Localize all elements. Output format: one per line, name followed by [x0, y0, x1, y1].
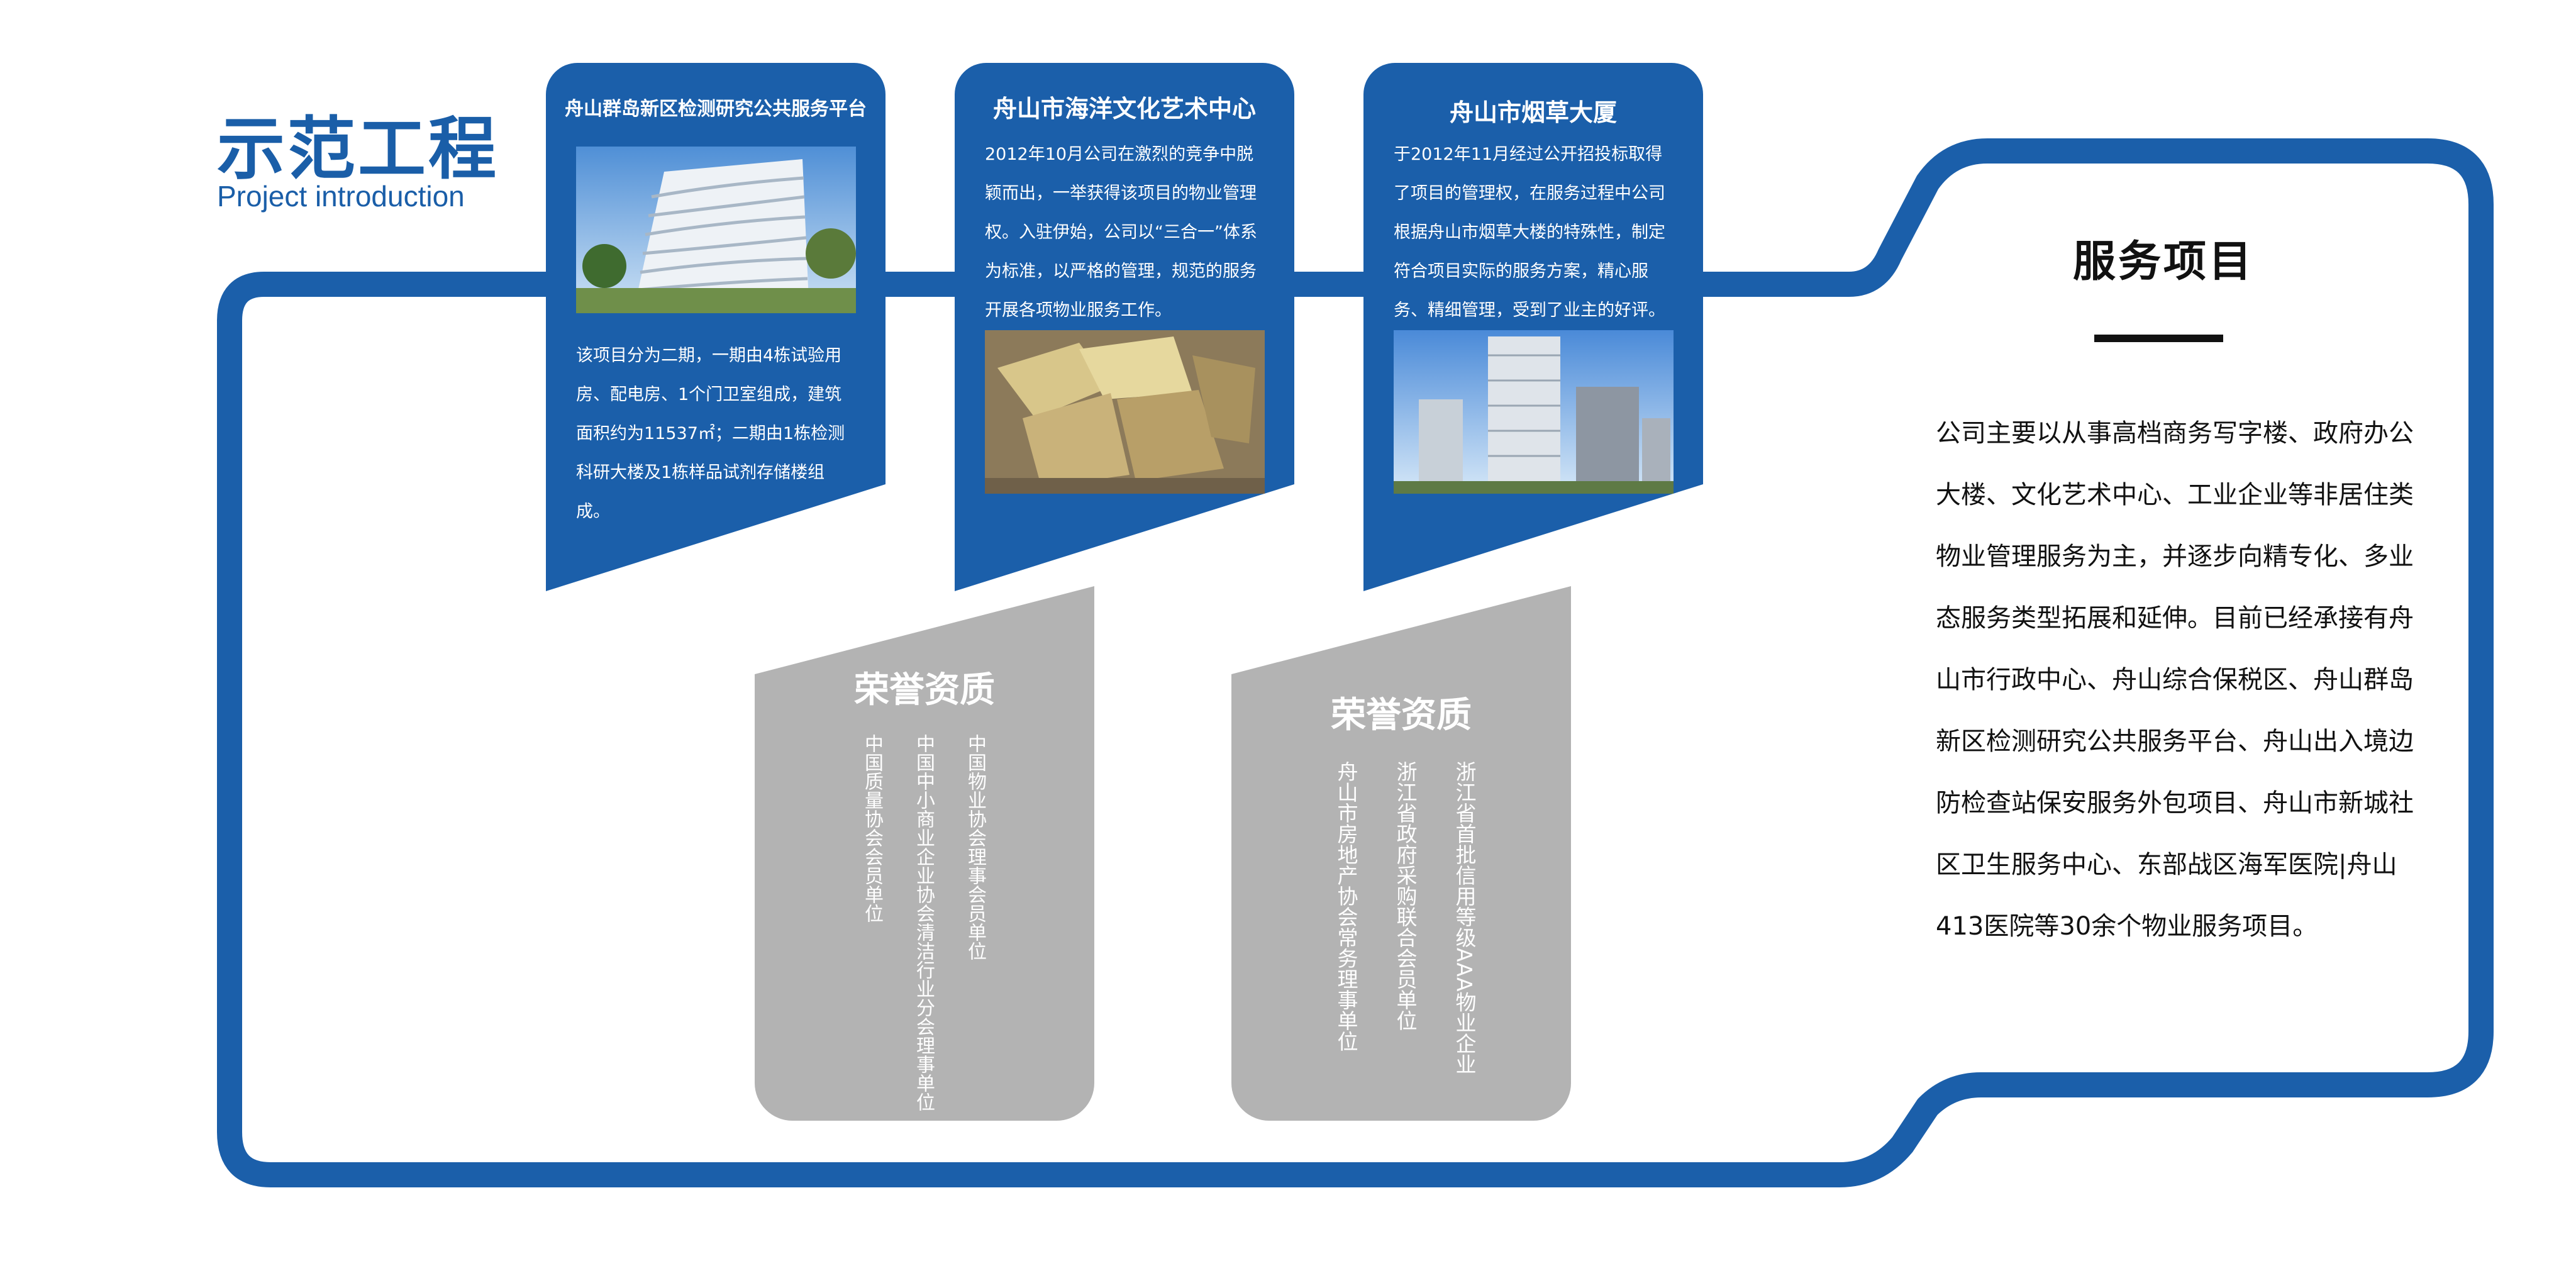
honor-item: 中国物业协会理事会员单位	[964, 734, 986, 960]
project-card-title: 舟山市海洋文化艺术中心	[992, 95, 1256, 123]
project-card-text: 该项目分为二期，一期由4栋试验用房、配电房、1个门卫室组成，建筑面积约为1153…	[576, 346, 845, 521]
project-card-text: 于2012年11月经过公开招投标取得了项目的管理权，在服务过程中公司根据舟山市烟…	[1394, 145, 1665, 320]
honor-item: 舟山市房地产协会常务理事单位	[1334, 761, 1358, 1052]
project-card-1: 舟山群岛新区检测研究公共服务平台 该项目分为二期，一期由4栋试验用房、配电房、1…	[546, 63, 886, 591]
honor-item: 浙江省首批信用等级AAA物业企业	[1452, 761, 1477, 1075]
page-title: 示范工程	[217, 110, 499, 189]
services-description: 公司主要以从事高档商务写字楼、政府办公大楼、文化艺术中心、工业企业等非居住类物业…	[1936, 419, 2414, 941]
honor-title: 荣誉资质	[854, 670, 995, 711]
building-photo-icon	[1394, 330, 1674, 494]
project-card-title: 舟山市烟草大厦	[1449, 99, 1617, 126]
services-title: 服务项目	[2072, 237, 2254, 287]
honor-title: 荣誉资质	[1331, 695, 1472, 736]
project-card-2: 舟山市海洋文化艺术中心 2012年10月公司在激烈的竞争中脱颖而出，一举获得该项…	[955, 63, 1294, 591]
project-photo	[985, 330, 1265, 494]
honor-panel-2: 荣誉资质 浙江省首批信用等级AAA物业企业 浙江省政府采购联合会员单位 舟山市房…	[1231, 586, 1571, 1121]
project-photo	[576, 147, 856, 313]
frame-path	[217, 138, 2494, 1187]
page-subtitle: Project introduction	[217, 180, 465, 213]
building-photo-icon	[985, 330, 1265, 494]
honor-item: 中国质量协会会员单位	[861, 734, 883, 923]
project-photo	[1394, 330, 1674, 494]
honor-panel-1: 荣誉资质 中国物业协会理事会员单位 中国中小商业企业协会清洁行业分会理事单位 中…	[755, 586, 1094, 1121]
honor-item: 浙江省政府采购联合会员单位	[1393, 761, 1418, 1031]
building-photo-icon	[576, 147, 856, 313]
honor-item: 中国中小商业企业协会清洁行业分会理事单位	[913, 734, 935, 1111]
title-underline	[2094, 335, 2223, 342]
project-card-title: 舟山群岛新区检测研究公共服务平台	[565, 98, 867, 120]
project-card-text: 2012年10月公司在激烈的竞争中脱颖而出，一举获得该项目的物业管理权。入驻伊始…	[985, 145, 1257, 320]
